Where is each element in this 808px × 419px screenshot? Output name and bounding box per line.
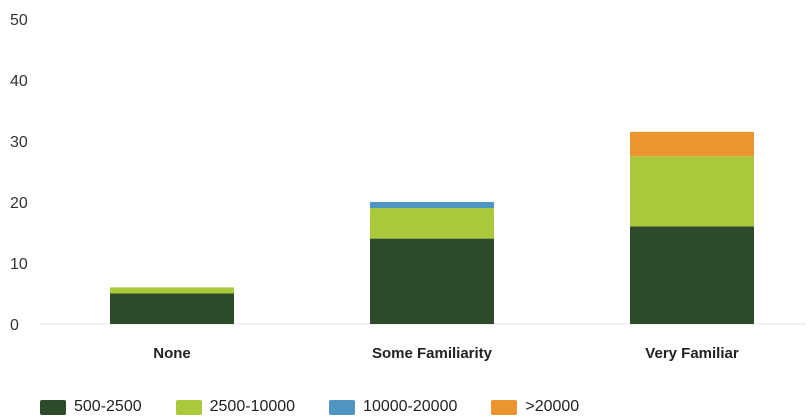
bar-segment [630,156,754,227]
x-axis: None Some Familiarity Very Familiar [153,345,739,362]
y-tick-label: 40 [10,73,28,90]
legend-item: >20000 [491,398,579,416]
legend-swatch [491,399,518,415]
x-tick-label: Some Familiarity [372,345,493,362]
y-tick-label: 30 [10,134,28,151]
legend-swatch [175,399,202,415]
y-tick-label: 10 [10,256,28,273]
legend-swatch [329,399,356,415]
legend-label: 2500-10000 [209,398,296,415]
bar-segment [630,226,754,324]
chart-plot: 0 10 20 30 40 50 None Some Familiarity Very Fam… [10,12,806,362]
legend-label: 500-2500 [74,398,142,415]
legend-swatch [40,399,66,415]
bar-segment [370,208,494,239]
y-axis: 0 10 20 30 40 50 [10,12,28,334]
legend: 500-2500 2500-10000 10000-20000 >20000 [40,398,613,416]
legend-item: 10000-20000 [329,398,457,416]
bar-segment [370,202,494,209]
bar-segment [110,293,234,324]
y-tick-label: 50 [10,12,28,29]
bars-group [110,131,754,324]
legend-label: >20000 [525,398,580,415]
bar-segment [630,131,754,157]
x-tick-label: None [153,345,191,362]
legend-label: 10000-20000 [363,398,458,415]
bar-segment [370,238,494,324]
legend-item: 500-2500 [40,398,142,416]
y-tick-label: 0 [10,317,19,334]
y-tick-label: 20 [10,195,28,212]
bar-segment [110,287,234,294]
x-tick-label: Very Familiar [645,345,739,362]
legend-item: 2500-10000 [175,398,296,416]
